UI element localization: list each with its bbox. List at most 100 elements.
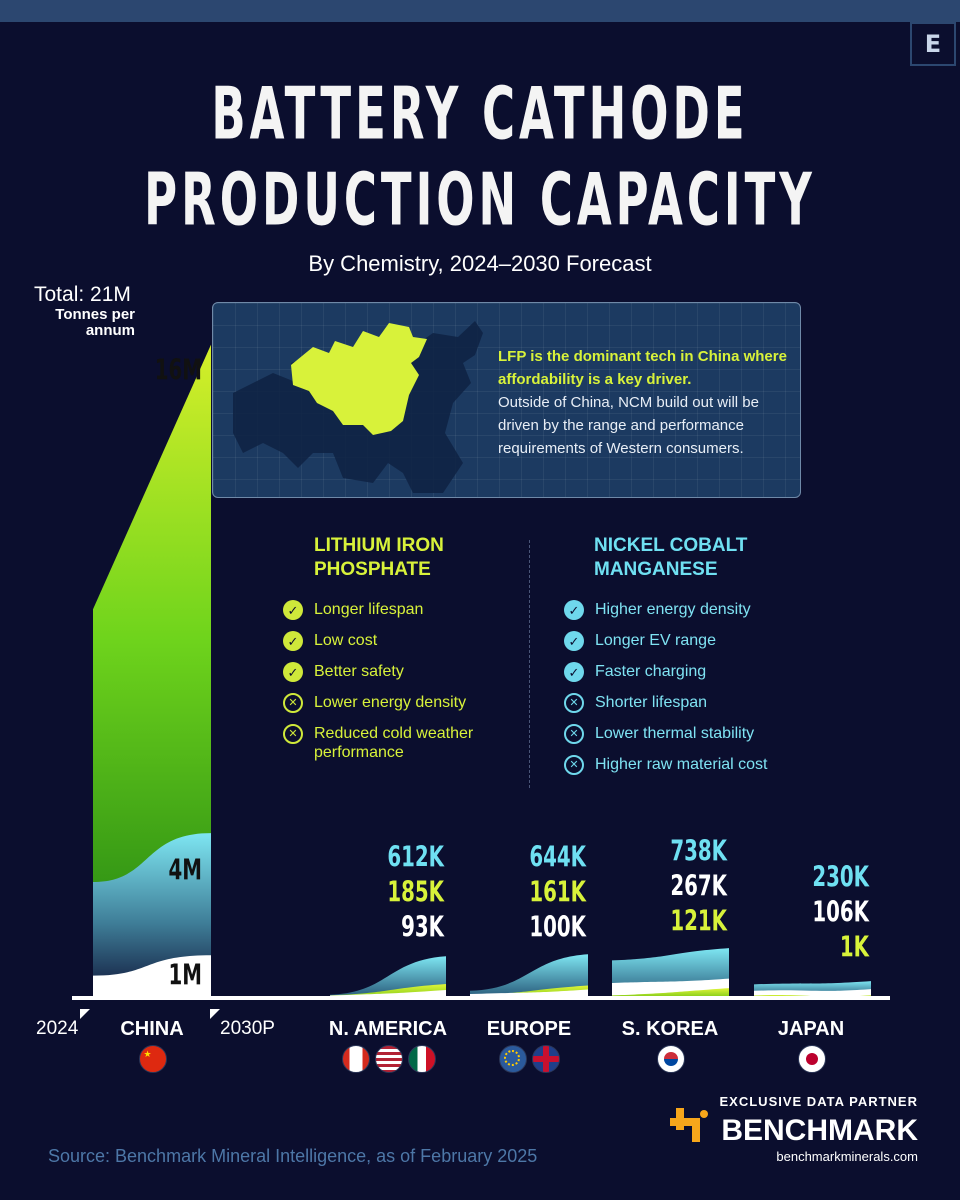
china-lfp-area (93, 344, 211, 997)
ncm-item-label: Higher raw material cost (595, 756, 768, 773)
lfp-item-label: Lower energy density (314, 694, 467, 711)
lfp-item-label: Low cost (314, 632, 378, 649)
ncm-item: ✓ Higher energy density (564, 600, 824, 620)
data-label: 106K (812, 897, 869, 930)
china-ncm-area (93, 833, 211, 996)
total-label: Total: 21M (34, 283, 131, 306)
source-note: Source: Benchmark Mineral Intelligence, … (48, 1146, 538, 1166)
data-label: 100K (529, 912, 586, 945)
title-line-2: PRODUCTION CAPACITY (144, 158, 816, 243)
usa-flag-icon (374, 1045, 403, 1073)
cross-icon: ✕ (283, 724, 303, 744)
n-americaother-area (330, 989, 446, 996)
cross-icon: ✕ (564, 693, 584, 713)
axis-pointer-icons (80, 1009, 220, 1019)
partner-url: benchmarkminerals.com (776, 1149, 918, 1164)
check-icon: ✓ (283, 662, 303, 682)
x-axis-baseline (72, 996, 890, 1000)
region-label: JAPAN (777, 1018, 845, 1040)
ncm-item-label: Longer EV range (595, 632, 716, 649)
ncm-item-label: Higher energy density (595, 601, 751, 618)
ncm-item: ✕ Shorter lifespan (564, 693, 824, 713)
n-americancm-area (330, 956, 446, 996)
japan-flag-icon (797, 1045, 826, 1073)
cross-icon: ✕ (564, 724, 584, 744)
lfp-heading: LITHIUM IRON PHOSPHATE (314, 535, 444, 580)
data-label: 644K (529, 842, 586, 875)
partner-heading: EXCLUSIVE DATA PARTNER (719, 1094, 918, 1109)
data-label: 1M (168, 960, 202, 993)
south-korea-flag-icon (656, 1045, 685, 1073)
title-line-1: BATTERY CATHODE (211, 72, 749, 157)
subtitle: By Chemistry, 2024–2030 Forecast (308, 251, 652, 276)
asia-map-graphic (233, 321, 483, 493)
column-divider (529, 540, 530, 788)
ncm-heading: NICKEL COBALT MANGANESE (594, 535, 748, 580)
data-label: 267K (670, 871, 727, 904)
europencm-area (470, 954, 588, 996)
s-korealfp-area (612, 988, 729, 996)
data-label: 1K (839, 932, 869, 965)
check-icon: ✓ (564, 631, 584, 651)
ncm-item: ✓ Faster charging (564, 662, 824, 682)
lfp-item-label: Longer lifespan (314, 601, 424, 618)
data-label: 185K (387, 877, 444, 910)
region-label: EUROPE (486, 1018, 572, 1040)
china-shape (291, 323, 427, 435)
top-bar (0, 0, 960, 22)
ncm-item: ✓ Longer EV range (564, 631, 824, 651)
data-label: 16M (154, 354, 202, 388)
japanother-area (754, 989, 871, 996)
check-icon: ✓ (283, 631, 303, 651)
china-other-area (93, 955, 211, 996)
ncm-item: ✕ Lower thermal stability (564, 724, 824, 744)
benchmark-logo-icon (670, 1108, 708, 1142)
check-icon: ✓ (564, 600, 584, 620)
units-label: Tonnes per annum (55, 306, 135, 339)
mexico-flag-icon (407, 1045, 436, 1073)
lfp-item: ✕ Reduced cold weather performance (283, 724, 523, 762)
data-label: 612K (387, 842, 444, 875)
publisher-logo: E (910, 22, 956, 66)
eu-flag-icon (499, 1045, 527, 1073)
ncm-attribute-list: ✓ Higher energy density ✓ Longer EV range ✓ F… (564, 600, 824, 786)
check-icon: ✓ (564, 662, 584, 682)
data-label: 230K (812, 862, 869, 895)
partner-name: BENCHMARK (721, 1114, 918, 1147)
china-flag-icon: ★ (138, 1045, 167, 1073)
callout-box: LFP is the dominant tech in China where … (212, 302, 801, 498)
lfp-item: ✓ Low cost (283, 631, 523, 651)
lfp-item: ✕ Lower energy density (283, 693, 523, 713)
cross-icon: ✕ (564, 755, 584, 775)
canada-flag-icon (341, 1045, 370, 1073)
ncm-item-label: Shorter lifespan (595, 694, 708, 711)
region-label: N. AMERICA (328, 1018, 448, 1040)
ncm-item: ✕ Higher raw material cost (564, 755, 824, 775)
data-label: 4M (168, 855, 202, 888)
lfp-attribute-list: ✓ Longer lifespan ✓ Low cost ✓ Better safety ✕… (283, 600, 523, 773)
data-label: 121K (670, 906, 727, 939)
axis-start-year: 2024 (36, 1018, 79, 1039)
callout-highlight: LFP is the dominant tech in China where … (498, 348, 787, 388)
uk-flag-icon (532, 1045, 560, 1073)
callout-text: LFP is the dominant tech in China where … (498, 345, 788, 460)
start-pointer-icon (80, 1009, 90, 1019)
data-label: 93K (401, 912, 444, 945)
end-pointer-icon (210, 1009, 220, 1019)
ncm-item-label: Faster charging (595, 663, 707, 680)
cross-icon: ✕ (283, 693, 303, 713)
lfp-item-label: Better safety (314, 663, 404, 680)
lfp-item: ✓ Longer lifespan (283, 600, 523, 620)
lfp-item: ✓ Better safety (283, 662, 523, 682)
region-label: S. KOREA (621, 1018, 719, 1040)
check-icon: ✓ (283, 600, 303, 620)
axis-end-year: 2030P (220, 1018, 275, 1039)
region-label: CHINA (120, 1018, 184, 1040)
ncm-item-label: Lower thermal stability (595, 725, 755, 742)
callout-body: Outside of China, NCM build out will be … (498, 394, 759, 457)
lfp-item-label: Reduced cold weather performance (314, 725, 474, 761)
europeother-area (470, 989, 588, 996)
data-label: 161K (529, 877, 586, 910)
data-label: 738K (670, 836, 727, 869)
